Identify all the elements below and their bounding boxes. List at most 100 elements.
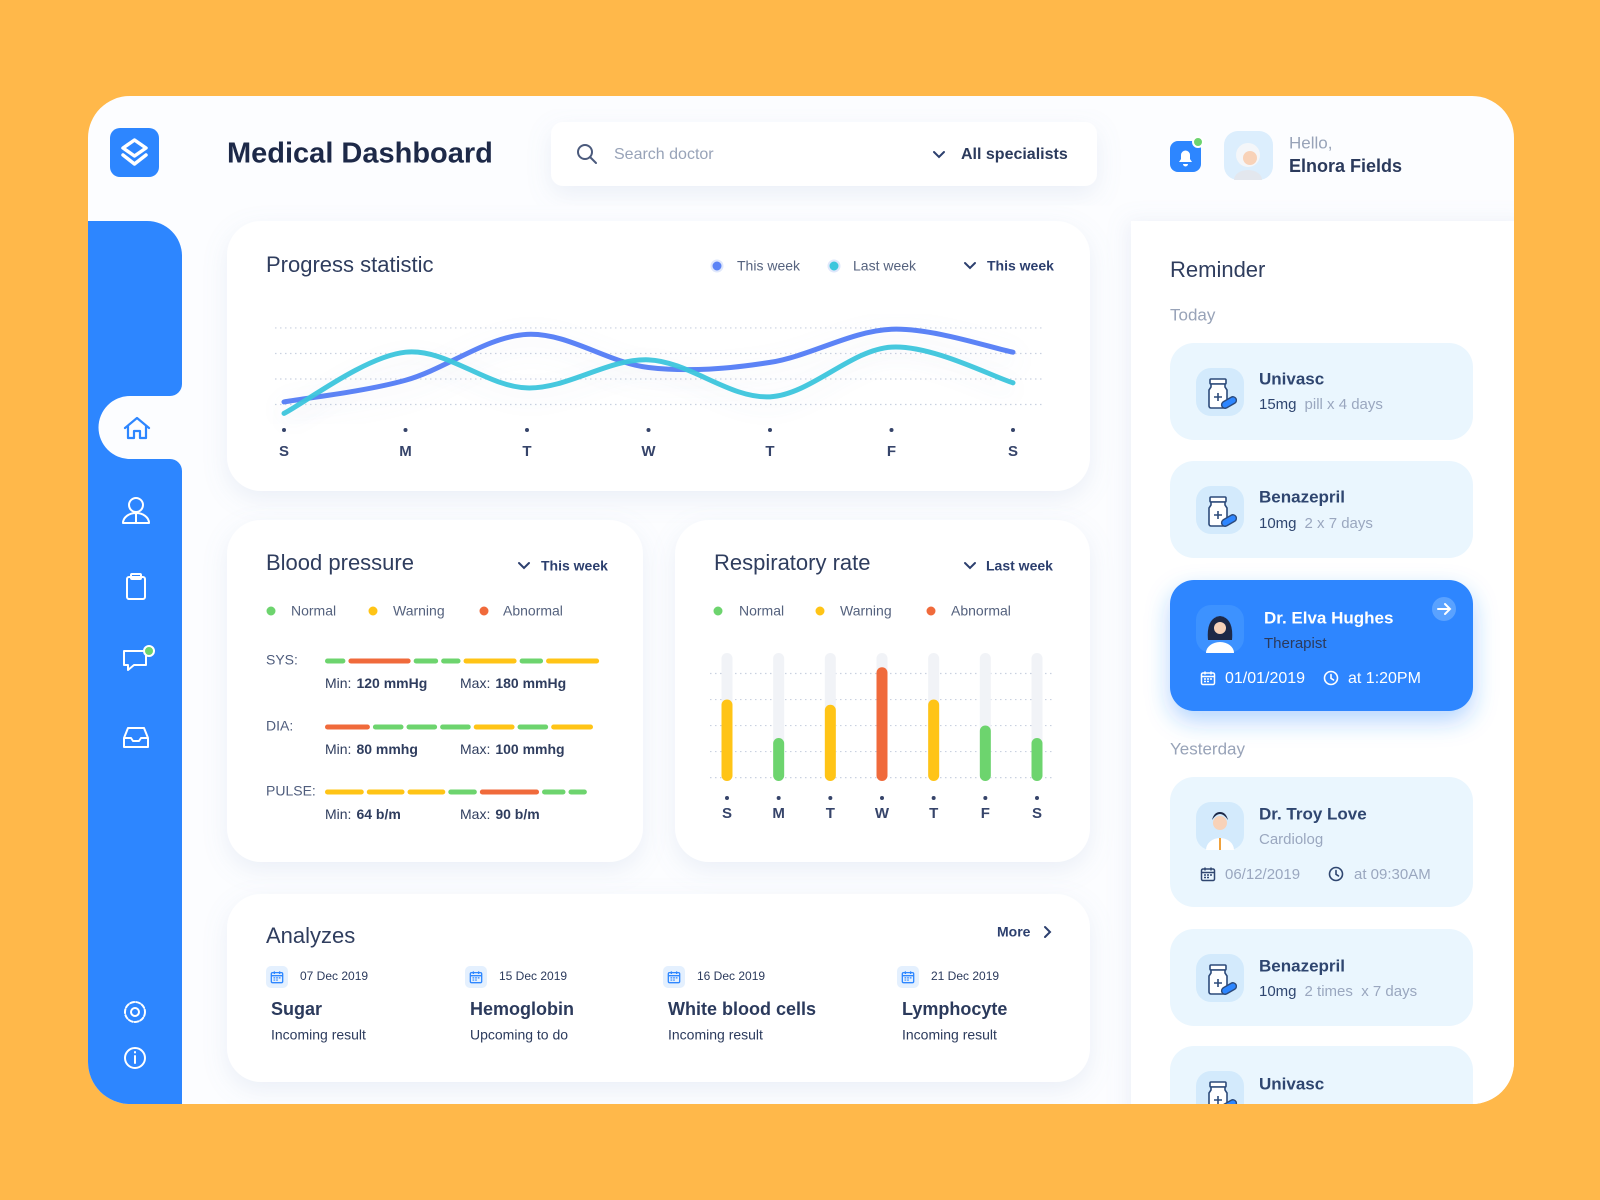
medication-card[interactable]: Univasc 15mg pill x 4 days bbox=[1170, 343, 1473, 440]
tick-dot bbox=[525, 428, 529, 432]
card[interactable] bbox=[1170, 343, 1473, 440]
doctor-avatar bbox=[1196, 605, 1244, 653]
period-filter[interactable]: Last week bbox=[986, 558, 1053, 574]
dose: 10mg bbox=[1259, 983, 1297, 1000]
card[interactable] bbox=[1170, 777, 1473, 907]
reading-segment bbox=[348, 658, 411, 664]
x-tick-label: W bbox=[875, 805, 890, 822]
bar bbox=[824, 704, 836, 781]
blood-pressure-card: Blood pressure This week Normal Warning Ab… bbox=[227, 520, 643, 862]
analysis-status: Incoming result bbox=[271, 1027, 366, 1043]
dropdown-chevron[interactable] bbox=[518, 562, 530, 570]
page-title: Medical Dashboard bbox=[227, 138, 493, 170]
x-tick-label: M bbox=[399, 443, 412, 460]
tick-dot bbox=[768, 428, 772, 432]
tick-dot bbox=[828, 796, 833, 800]
search-input[interactable]: Search doctor bbox=[614, 146, 714, 163]
medication-card[interactable]: Univasc bbox=[1170, 1046, 1473, 1143]
x-tick-label: T bbox=[522, 443, 531, 460]
tick-dot bbox=[282, 428, 286, 432]
appointment-time: at 1:20PM bbox=[1348, 670, 1421, 687]
reading-segment bbox=[479, 789, 540, 795]
analysis-item[interactable]: 21 Dec 2019 Lymphocyte Incoming result bbox=[897, 966, 1007, 1043]
reading-segment bbox=[413, 658, 439, 664]
dropdown-chevron[interactable] bbox=[964, 562, 976, 570]
calendar-badge bbox=[266, 966, 288, 988]
max-value: 180 mmHg bbox=[495, 675, 566, 691]
progress-card: Progress statistic This week This week La… bbox=[227, 221, 1090, 491]
medication-card[interactable]: Benazepril 10mg 2 x 7 days bbox=[1170, 461, 1473, 558]
analysis-status: Incoming result bbox=[902, 1027, 997, 1043]
row-label: PULSE: bbox=[266, 783, 316, 799]
medication-name: Univasc bbox=[1259, 369, 1324, 388]
card bbox=[227, 894, 1090, 1082]
period-filter[interactable]: This week bbox=[541, 558, 608, 574]
x-tick-label: F bbox=[981, 805, 990, 822]
x-tick-label: S bbox=[722, 805, 732, 822]
analysis-item[interactable]: 07 Dec 2019 Sugar Incoming result bbox=[266, 966, 368, 1043]
reading-segment bbox=[372, 724, 404, 730]
series-line bbox=[281, 326, 1016, 405]
reading-segment bbox=[325, 789, 364, 795]
card[interactable] bbox=[1170, 580, 1473, 711]
tick-dot bbox=[889, 428, 894, 432]
active-tab[interactable] bbox=[98, 384, 182, 471]
specialists-filter[interactable]: All specialists bbox=[961, 146, 1068, 163]
tick-dot bbox=[725, 796, 729, 800]
logo[interactable] bbox=[110, 128, 159, 177]
analysis-item[interactable]: 15 Dec 2019 Hemoglobin Upcoming to do bbox=[465, 966, 574, 1043]
card[interactable] bbox=[1170, 461, 1473, 558]
records-icon[interactable] bbox=[126, 573, 146, 600]
reading-segment bbox=[568, 789, 587, 795]
max-label: Max: bbox=[460, 741, 490, 757]
min-label: Min: bbox=[325, 806, 351, 822]
medication-card[interactable]: Benazepril 10mg 2 times x 7 days bbox=[1170, 929, 1473, 1026]
legend-dot bbox=[710, 259, 724, 273]
doctor-role: Therapist bbox=[1264, 635, 1327, 652]
bar bbox=[979, 725, 991, 781]
x-tick-label: W bbox=[641, 443, 656, 460]
card[interactable] bbox=[1170, 1046, 1473, 1143]
info-icon[interactable] bbox=[124, 1047, 146, 1069]
dose: 10mg bbox=[1259, 515, 1297, 532]
legend-label: Last week bbox=[853, 258, 917, 274]
card[interactable] bbox=[1170, 929, 1473, 1026]
min-reading: Min: 120 mmHg bbox=[325, 675, 427, 691]
medication-name: Univasc bbox=[1259, 1074, 1324, 1093]
appointment-card[interactable]: Dr. Troy Love Cardiolog 06/12/2019 at 09… bbox=[1170, 777, 1473, 907]
medication-icon bbox=[1196, 486, 1244, 534]
more-chevron[interactable] bbox=[1044, 926, 1052, 938]
schedule: pill x 4 days bbox=[1305, 396, 1383, 413]
more-link[interactable]: More bbox=[997, 924, 1031, 940]
respiratory-card: Respiratory rate Last week Normal Warning… bbox=[675, 520, 1090, 862]
user-avatar[interactable] bbox=[1224, 131, 1273, 180]
doctor-name: Dr. Elva Hughes bbox=[1264, 608, 1393, 627]
reading-segment bbox=[407, 789, 446, 795]
reading-segment bbox=[517, 724, 549, 730]
reading-segment bbox=[441, 658, 461, 664]
period-filter[interactable]: This week bbox=[987, 258, 1054, 274]
analyzes-card: Analyzes More 07 Dec 2019 Sugar Incoming r… bbox=[227, 894, 1090, 1082]
x-tick-label: M bbox=[772, 805, 785, 822]
legend-label: Abnormal bbox=[503, 603, 563, 619]
card bbox=[227, 520, 643, 862]
messages-icon[interactable] bbox=[123, 645, 155, 671]
inbox-icon[interactable] bbox=[123, 727, 149, 748]
dropdown-chevron[interactable] bbox=[933, 151, 945, 159]
search-bar[interactable] bbox=[551, 122, 1097, 186]
analysis-date: 16 Dec 2019 bbox=[697, 969, 765, 983]
reading-segment bbox=[551, 724, 593, 730]
doctors-icon[interactable] bbox=[122, 497, 150, 524]
dropdown-chevron[interactable] bbox=[964, 262, 976, 270]
analysis-item[interactable]: 16 Dec 2019 White blood cells Incoming res… bbox=[663, 966, 816, 1043]
reading-segment bbox=[519, 658, 544, 664]
settings-icon[interactable] bbox=[124, 1001, 146, 1023]
appointment-card[interactable]: Dr. Elva Hughes Therapist 01/01/2019 at … bbox=[1170, 580, 1473, 711]
home-icon[interactable] bbox=[123, 416, 151, 440]
tick-dot bbox=[646, 428, 651, 432]
max-reading: Max: 90 b/m bbox=[460, 806, 540, 822]
reading-segment bbox=[325, 724, 370, 730]
analysis-name: Sugar bbox=[271, 999, 322, 1019]
notification-bell[interactable] bbox=[1170, 136, 1204, 172]
